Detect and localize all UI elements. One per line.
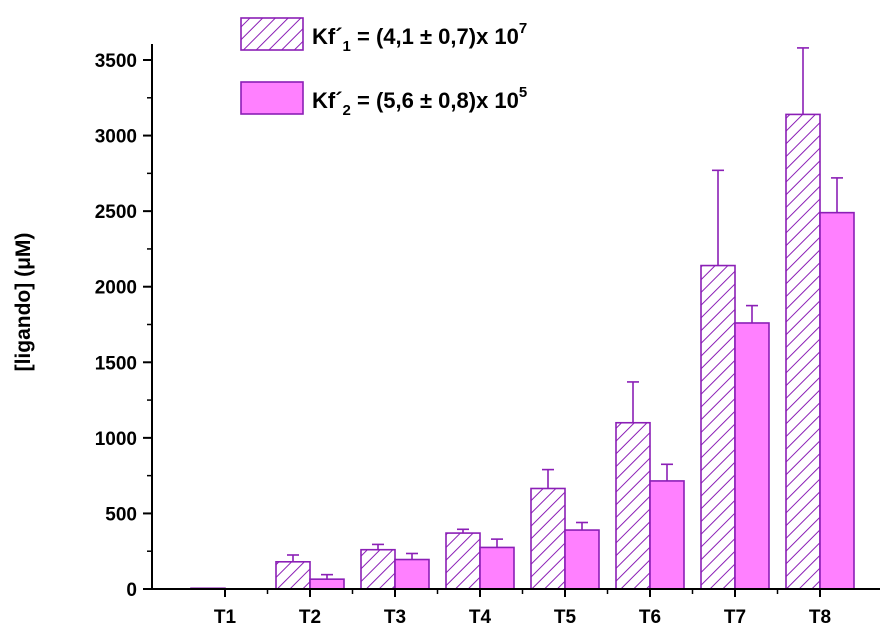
bar-kf2-t6	[649, 480, 685, 590]
y-tick-label-3500: 3500	[95, 51, 137, 72]
x-tick-label-t4: T4	[469, 607, 492, 628]
x-tick-label-t6: T6	[639, 607, 661, 628]
bar-kf1-t7	[700, 264, 736, 590]
bar-kf1-t4	[445, 532, 481, 590]
bar-kf2-t3	[394, 558, 430, 590]
bar-kf2-t8	[819, 211, 855, 590]
plot-area	[190, 47, 855, 590]
y-tick-label-0: 0	[126, 580, 137, 601]
y-tick-label-1000: 1000	[95, 429, 137, 450]
legend: Kf´1 = (4,1 ± 0,7)x 107 Kf´2 = (5,6 ± 0,8…	[240, 17, 527, 119]
bar-kf1-t3	[360, 548, 396, 590]
x-tick-label-t8: T8	[809, 607, 831, 628]
x-tick-label-t1: T1	[214, 607, 237, 628]
legend-label-kf2: Kf´2 = (5,6 ± 0,8)x 105	[312, 84, 527, 119]
bar-kf1-t8	[785, 113, 821, 590]
bar-kf1-t6	[615, 421, 651, 590]
x-tick-label-t5: T5	[554, 607, 577, 628]
legend-swatch-kf1	[240, 17, 304, 51]
legend-swatch-kf2	[240, 81, 304, 115]
x-tick-label-t7: T7	[724, 607, 746, 628]
x-tick-label-t2: T2	[299, 607, 321, 628]
y-tick-label-1500: 1500	[95, 353, 137, 374]
y-tick-label-3000: 3000	[95, 127, 137, 148]
bar-kf1-t5	[530, 487, 566, 590]
y-axis-title: [ligando] (μM)	[12, 233, 35, 372]
bar-kf2-t2	[309, 578, 345, 590]
y-tick-label-2000: 2000	[95, 278, 137, 299]
y-tick-label-2500: 2500	[95, 202, 137, 223]
y-tick-label-500: 500	[105, 504, 137, 525]
bar-kf2-t5	[564, 529, 600, 590]
axes: 0 500 1000 1500 2000 2500 3000 3500 T1 T2 T3 T4 T5 T6…	[95, 44, 880, 628]
x-tick-label-t3: T3	[384, 607, 406, 628]
bar-kf1-t2	[275, 560, 311, 590]
legend-label-kf1: Kf´1 = (4,1 ± 0,7)x 107	[312, 20, 527, 55]
bar-kf2-t7	[734, 322, 770, 590]
bar-kf2-t4	[479, 546, 515, 590]
